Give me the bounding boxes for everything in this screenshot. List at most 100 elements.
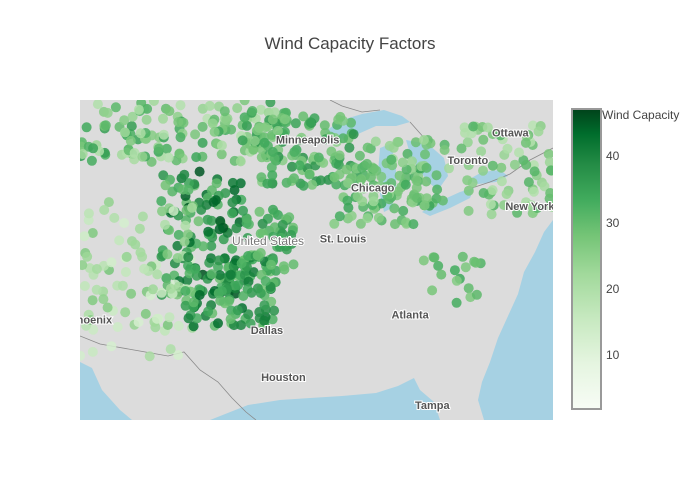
wind-site-point[interactable] [156,196,167,207]
wind-site-point[interactable] [235,178,246,189]
wind-site-point[interactable] [238,291,249,301]
wind-site-point[interactable] [162,320,173,330]
wind-site-point[interactable] [265,100,276,108]
wind-site-point[interactable] [130,239,141,250]
wind-site-point[interactable] [392,186,403,197]
wind-site-point[interactable] [257,218,268,229]
wind-site-point[interactable] [87,228,98,238]
wind-site-point[interactable] [243,309,254,320]
wind-site-point[interactable] [246,287,257,298]
wind-site-point[interactable] [120,307,131,318]
wind-site-point[interactable] [174,148,185,159]
wind-site-point[interactable] [183,252,194,263]
wind-site-point[interactable] [98,294,109,305]
wind-site-point[interactable] [173,320,184,331]
wind-site-point[interactable] [341,164,352,175]
wind-site-point[interactable] [344,142,355,153]
wind-site-point[interactable] [163,152,174,163]
wind-site-point[interactable] [288,259,299,270]
wind-site-point[interactable] [432,184,443,195]
wind-site-point[interactable] [153,143,164,154]
wind-site-point[interactable] [152,313,162,324]
wind-site-point[interactable] [241,213,252,224]
wind-site-point[interactable] [179,236,190,247]
wind-site-point[interactable] [496,162,507,173]
wind-site-point[interactable] [397,157,408,168]
wind-site-point[interactable] [398,205,409,216]
wind-site-point[interactable] [87,346,98,357]
wind-site-point[interactable] [252,250,263,261]
wind-site-point[interactable] [173,229,184,240]
wind-site-point[interactable] [289,147,300,157]
wind-site-point[interactable] [298,111,309,122]
wind-site-point[interactable] [478,134,489,145]
wind-site-point[interactable] [179,169,190,180]
wind-site-point[interactable] [80,350,86,361]
wind-site-point[interactable] [421,176,432,187]
wind-site-point[interactable] [225,314,236,325]
wind-site-point[interactable] [487,185,498,196]
wind-site-point[interactable] [191,152,202,163]
wind-site-point[interactable] [482,122,493,133]
wind-site-point[interactable] [190,264,201,274]
wind-site-point[interactable] [100,120,111,131]
wind-site-point[interactable] [386,154,397,165]
wind-site-point[interactable] [80,231,90,242]
wind-site-point[interactable] [521,159,532,170]
wind-site-point[interactable] [262,178,273,189]
wind-site-point[interactable] [439,145,450,155]
wind-site-point[interactable] [371,165,382,176]
wind-site-point[interactable] [242,233,253,243]
wind-site-point[interactable] [509,159,520,170]
wind-site-point[interactable] [102,107,113,118]
wind-site-point[interactable] [127,111,138,122]
wind-site-point[interactable] [165,344,176,355]
wind-site-point[interactable] [190,129,201,140]
wind-site-point[interactable] [88,143,99,154]
wind-site-point[interactable] [389,203,400,214]
wind-site-point[interactable] [215,295,226,306]
wind-site-point[interactable] [215,216,226,226]
wind-site-point[interactable] [319,120,330,131]
wind-site-point[interactable] [173,117,184,127]
wind-site-point[interactable] [523,177,534,188]
wind-site-point[interactable] [158,129,169,140]
wind-site-point[interactable] [81,122,92,133]
wind-site-point[interactable] [213,255,224,266]
wind-site-point[interactable] [208,197,219,208]
wind-site-point[interactable] [236,258,247,269]
wind-site-point[interactable] [281,177,292,188]
wind-site-point[interactable] [180,286,191,296]
wind-site-point[interactable] [83,208,94,219]
wind-site-point[interactable] [133,104,144,115]
wind-site-point[interactable] [355,218,366,229]
wind-site-point[interactable] [247,106,258,116]
wind-site-point[interactable] [209,126,220,137]
wind-site-point[interactable] [463,283,474,294]
wind-site-point[interactable] [206,241,217,251]
wind-site-point[interactable] [198,241,209,252]
wind-site-point[interactable] [451,297,462,308]
wind-site-point[interactable] [106,257,117,268]
wind-site-point[interactable] [187,202,197,213]
wind-site-point[interactable] [249,135,260,146]
wind-site-point[interactable] [254,307,265,317]
wind-site-point[interactable] [239,100,250,106]
wind-site-point[interactable] [134,223,145,234]
wind-site-point[interactable] [194,290,205,300]
wind-site-point[interactable] [412,193,423,203]
wind-site-point[interactable] [346,210,357,221]
wind-site-point[interactable] [119,115,130,126]
wind-site-point[interactable] [268,204,278,215]
wind-site-point[interactable] [501,189,512,199]
wind-site-point[interactable] [229,185,240,196]
wind-site-point[interactable] [224,296,234,307]
wind-site-point[interactable] [216,140,227,151]
wind-site-point[interactable] [226,124,237,135]
wind-site-point[interactable] [407,156,417,167]
wind-site-point[interactable] [165,283,176,294]
wind-site-point[interactable] [227,197,238,208]
wind-site-point[interactable] [117,280,128,291]
wind-site-point[interactable] [514,147,524,158]
wind-site-point[interactable] [478,188,489,198]
